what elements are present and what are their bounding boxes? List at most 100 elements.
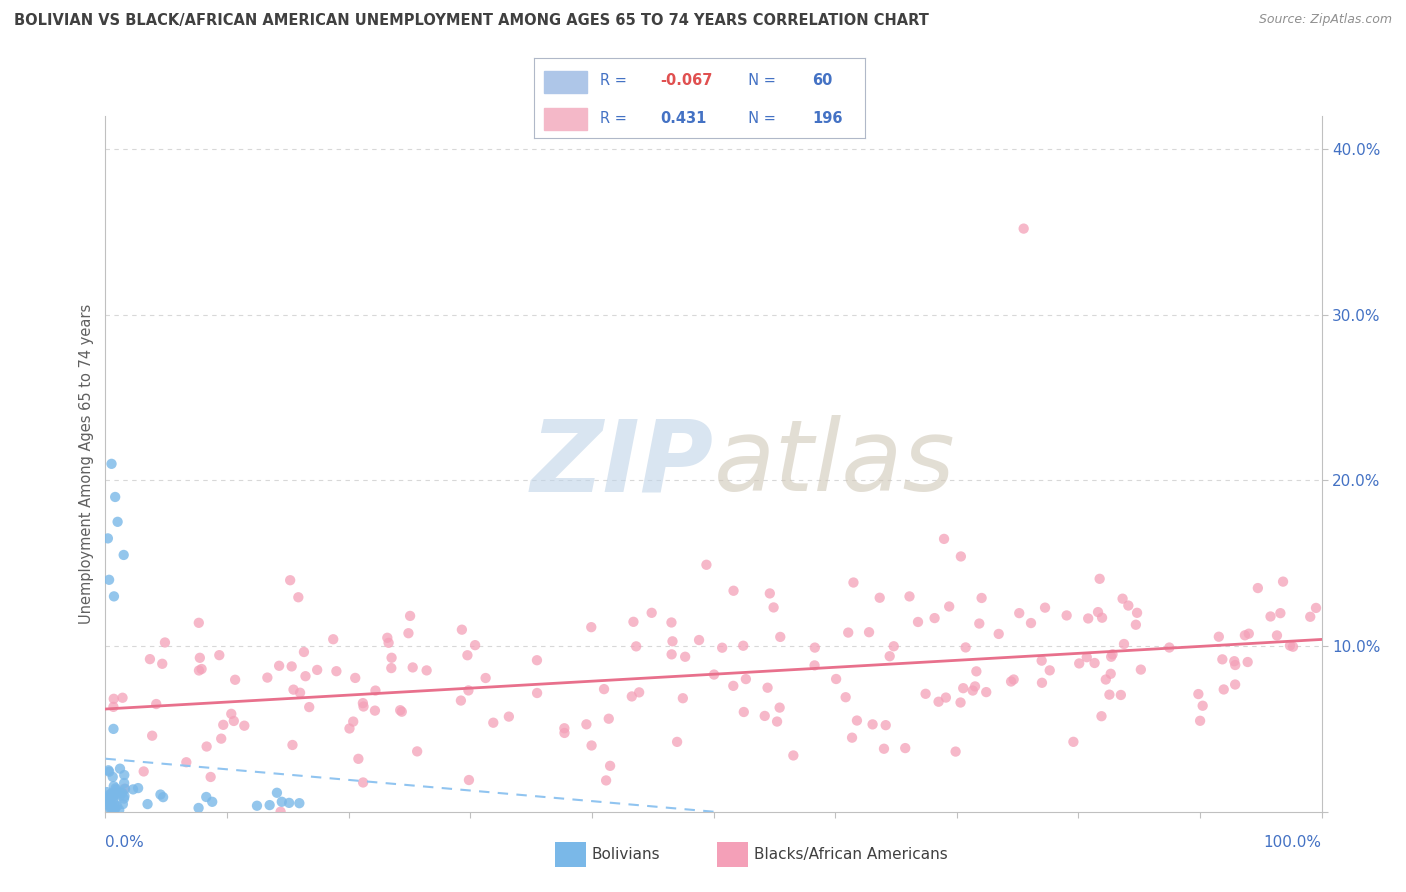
Point [1091, 611, 1114, 625]
Text: 100.0%: 100.0% [1264, 836, 1322, 850]
Point [575, 717, 598, 731]
Point [1099, 666, 1122, 681]
Text: ZIP: ZIP [530, 416, 713, 512]
Point [987, 627, 1010, 641]
Point [628, 685, 651, 699]
Point [219, 706, 242, 721]
Point [837, 625, 859, 640]
Point [733, 705, 755, 719]
Point [595, 773, 617, 788]
Point [661, 634, 683, 648]
Point [98, 573, 121, 587]
Point [1090, 709, 1112, 723]
Point [136, 797, 159, 811]
Point [112, 791, 135, 805]
Point [640, 606, 662, 620]
Point [756, 681, 779, 695]
Point [187, 801, 209, 815]
Point [101, 794, 124, 808]
Point [782, 748, 804, 763]
Point [96, 785, 118, 799]
Point [103, 805, 125, 819]
Point [1191, 698, 1213, 713]
Point [108, 762, 131, 776]
Point [599, 759, 621, 773]
Point [344, 671, 367, 685]
Point [666, 735, 689, 749]
Point [1077, 611, 1099, 625]
Point [375, 631, 398, 645]
Point [233, 719, 256, 733]
Point [754, 709, 776, 723]
Point [1084, 656, 1107, 670]
Point [107, 515, 129, 529]
Point [762, 600, 785, 615]
Point [104, 802, 127, 816]
Point [364, 683, 387, 698]
Text: N =: N = [740, 111, 780, 126]
Point [127, 780, 149, 795]
Point [266, 786, 288, 800]
Point [190, 662, 212, 676]
Text: R =: R = [600, 111, 631, 126]
Point [1019, 615, 1042, 630]
Point [1208, 630, 1230, 644]
Point [104, 490, 127, 504]
Point [969, 616, 991, 631]
Point [1000, 674, 1022, 689]
Point [673, 649, 696, 664]
Point [322, 632, 344, 647]
Point [834, 690, 856, 705]
Text: Blacks/African Americans: Blacks/African Americans [754, 847, 948, 862]
Point [759, 586, 782, 600]
Point [103, 797, 125, 811]
Point [103, 779, 125, 793]
Point [803, 658, 825, 673]
Point [256, 671, 278, 685]
Point [1282, 640, 1305, 654]
Point [723, 583, 745, 598]
Point [962, 683, 984, 698]
Point [97, 764, 120, 778]
Point [858, 625, 880, 640]
Point [1109, 688, 1132, 702]
Point [1270, 606, 1292, 620]
Point [949, 696, 972, 710]
Point [894, 741, 917, 756]
Point [593, 682, 616, 697]
Point [283, 682, 305, 697]
Y-axis label: Unemployment Among Ages 65 to 74 years: Unemployment Among Ages 65 to 74 years [79, 303, 94, 624]
Point [1087, 605, 1109, 619]
Point [152, 790, 174, 805]
Point [1272, 574, 1295, 589]
Point [869, 591, 891, 605]
Point [100, 803, 122, 817]
Point [101, 800, 124, 814]
Point [141, 729, 163, 743]
Point [1305, 601, 1327, 615]
Point [1223, 677, 1246, 691]
Point [1126, 606, 1149, 620]
Point [176, 756, 198, 770]
Point [1111, 591, 1133, 606]
Point [339, 722, 361, 736]
Point [963, 680, 986, 694]
Point [688, 633, 710, 648]
Point [406, 744, 429, 758]
Point [188, 650, 211, 665]
Point [391, 705, 413, 719]
Point [399, 608, 422, 623]
Point [96, 797, 118, 812]
Point [103, 699, 125, 714]
Point [661, 615, 683, 630]
Point [581, 739, 603, 753]
Point [734, 672, 756, 686]
Point [415, 664, 437, 678]
Point [222, 714, 245, 728]
Point [970, 591, 993, 605]
Point [187, 615, 209, 630]
Point [364, 704, 387, 718]
Point [352, 775, 374, 789]
Point [1008, 606, 1031, 620]
Point [526, 653, 548, 667]
